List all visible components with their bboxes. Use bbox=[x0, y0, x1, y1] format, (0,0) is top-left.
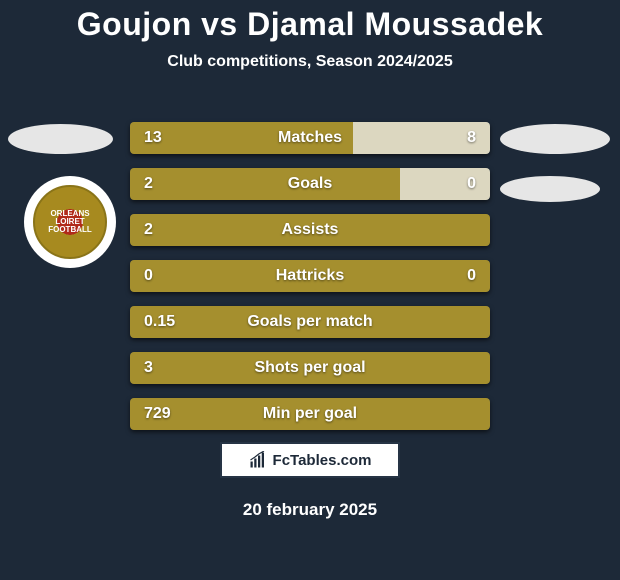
player-right-placeholder-icon bbox=[500, 124, 610, 154]
footer-branding: FcTables.com bbox=[220, 442, 400, 478]
page-title: Goujon vs Djamal Moussadek bbox=[0, 0, 620, 43]
page-subtitle: Club competitions, Season 2024/2025 bbox=[0, 53, 620, 71]
footer-text: FcTables.com bbox=[273, 452, 372, 469]
club-right-placeholder-icon bbox=[500, 176, 600, 202]
stat-bar: 3Shots per goal bbox=[130, 352, 490, 384]
comparison-bars: 138Matches 20Goals 2Assists 00Hattricks 0.15… bbox=[130, 122, 490, 444]
club-crest-text-bot: FOOTBALL bbox=[48, 226, 92, 234]
club-left-badge: ORLEANS LOIRET FOOTBALL bbox=[24, 176, 116, 268]
stat-label: Goals per match bbox=[130, 306, 490, 338]
footer-date: 20 february 2025 bbox=[0, 500, 620, 520]
club-crest-icon: ORLEANS LOIRET FOOTBALL bbox=[33, 185, 107, 259]
stat-bar: 138Matches bbox=[130, 122, 490, 154]
chart-icon bbox=[249, 451, 267, 469]
stat-bar: 0.15Goals per match bbox=[130, 306, 490, 338]
stat-bar: 20Goals bbox=[130, 168, 490, 200]
stat-label: Goals bbox=[130, 168, 490, 200]
stat-label: Shots per goal bbox=[130, 352, 490, 384]
stat-label: Min per goal bbox=[130, 398, 490, 430]
player-left-placeholder-icon bbox=[8, 124, 113, 154]
stat-label: Assists bbox=[130, 214, 490, 246]
stat-label: Matches bbox=[130, 122, 490, 154]
stat-bar: 00Hattricks bbox=[130, 260, 490, 292]
stat-label: Hattricks bbox=[130, 260, 490, 292]
stat-bar: 2Assists bbox=[130, 214, 490, 246]
stat-bar: 729Min per goal bbox=[130, 398, 490, 430]
